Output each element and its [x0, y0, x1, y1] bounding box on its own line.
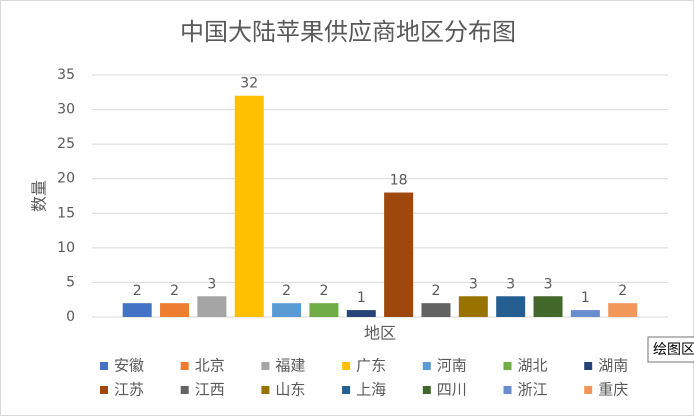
y-tick-label: 25 — [57, 136, 75, 152]
legend-swatch — [503, 386, 512, 394]
tooltip-box — [647, 336, 694, 363]
bar — [197, 296, 227, 317]
legend-swatch — [180, 386, 189, 394]
data-label: 2 — [432, 283, 441, 299]
legend-swatch — [100, 386, 108, 394]
legend-label: 湖南 — [598, 357, 628, 375]
bar — [160, 303, 190, 317]
legend-swatch — [100, 362, 108, 370]
y-tick-label: 30 — [57, 102, 75, 118]
chart-title: 中国大陆苹果供应商地区分布图 — [180, 18, 516, 46]
legend-swatch — [342, 386, 351, 394]
bar — [608, 303, 638, 317]
y-tick-label: 15 — [57, 205, 75, 221]
data-label: 2 — [170, 283, 179, 299]
y-axis-label: 数量 — [30, 180, 49, 212]
legend-swatch — [342, 362, 351, 370]
legend-label: 湖北 — [518, 357, 548, 375]
bar — [309, 303, 339, 317]
data-label: 2 — [133, 283, 142, 299]
legend-swatch — [261, 386, 270, 394]
bar — [570, 310, 600, 317]
legend-label: 上海 — [356, 381, 386, 399]
legend-label: 江西 — [195, 381, 225, 399]
legend-label: 浙江 — [518, 381, 548, 399]
legend-swatch — [584, 362, 593, 370]
legend-swatch — [584, 386, 593, 394]
data-label: 3 — [544, 276, 553, 292]
legend-label: 福建 — [275, 357, 305, 375]
legend-label: 广东 — [356, 357, 386, 375]
data-label: 1 — [581, 290, 590, 306]
legend-label: 江苏 — [114, 381, 144, 399]
y-tick-label: 0 — [66, 309, 75, 325]
data-label: 18 — [390, 173, 408, 189]
y-tick-label: 5 — [66, 274, 75, 290]
data-label: 3 — [469, 276, 478, 292]
tooltip-text: 绘图区 — [653, 342, 694, 358]
bar — [272, 303, 302, 317]
y-tick-label: 20 — [57, 171, 75, 187]
bar — [533, 296, 563, 317]
legend-swatch — [180, 362, 189, 370]
y-tick-label: 35 — [57, 67, 75, 83]
bar — [421, 303, 451, 317]
legend-label: 北京 — [195, 357, 225, 375]
data-label: 32 — [240, 76, 258, 92]
legend-label: 四川 — [437, 381, 467, 399]
data-label: 1 — [357, 290, 366, 306]
bar — [234, 95, 264, 317]
y-tick-label: 10 — [57, 240, 75, 256]
legend-swatch — [422, 362, 431, 370]
legend-label: 重庆 — [598, 381, 628, 399]
legend-label: 安徽 — [114, 357, 144, 375]
legend-swatch — [503, 362, 512, 370]
data-label: 3 — [506, 276, 515, 292]
bar — [384, 192, 414, 317]
data-label: 2 — [319, 283, 328, 299]
legend-label: 河南 — [437, 357, 467, 375]
bar — [458, 296, 488, 317]
legend-swatch — [422, 386, 431, 394]
bar — [346, 310, 376, 317]
x-axis-label: 地区 — [364, 324, 396, 343]
bar — [122, 303, 152, 317]
data-label: 2 — [618, 283, 627, 299]
legend-label: 山东 — [275, 381, 305, 399]
data-label: 2 — [282, 283, 291, 299]
data-label: 3 — [207, 276, 216, 292]
bar — [496, 296, 526, 317]
legend-swatch — [261, 362, 270, 370]
